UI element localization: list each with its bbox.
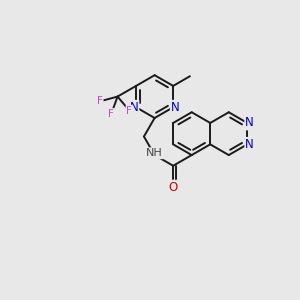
Text: N: N — [171, 101, 180, 114]
Text: NH: NH — [146, 148, 163, 158]
Text: F: F — [127, 106, 132, 116]
Text: N: N — [130, 101, 138, 114]
Text: F: F — [97, 96, 103, 106]
Text: O: O — [169, 181, 178, 194]
Text: N: N — [245, 116, 254, 130]
Text: N: N — [245, 138, 254, 151]
Text: F: F — [108, 109, 114, 119]
